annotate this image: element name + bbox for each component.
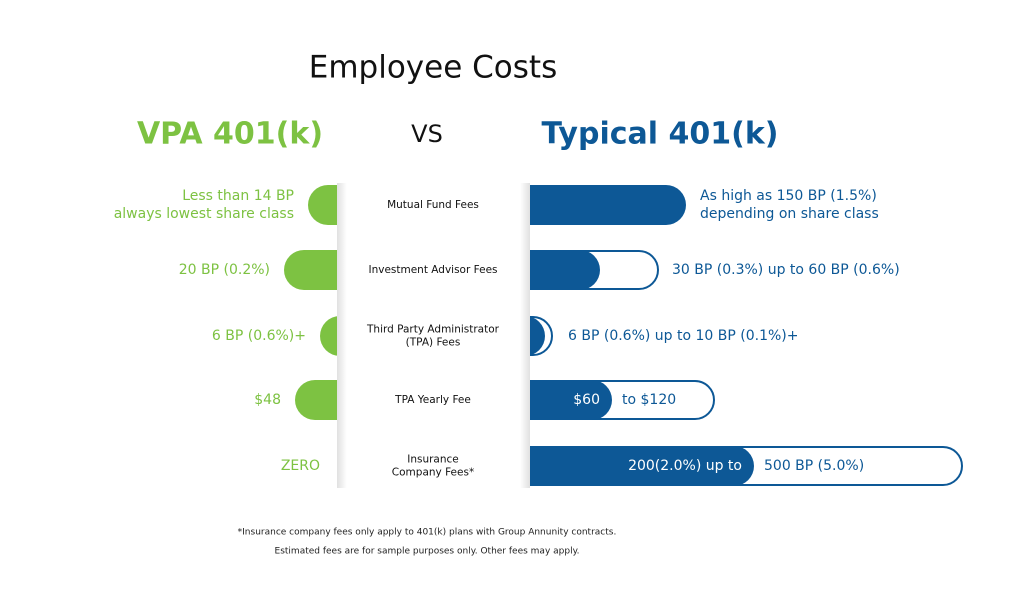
typical-text: 6 BP (0.6%) up to 10 BP (0.1%)+ [568, 328, 799, 344]
vpa-text: 20 BP (0.2%) [179, 262, 270, 278]
labels: Mutual Fund Fees Less than 14 BP always lo… [114, 188, 900, 479]
center-strip [337, 183, 530, 488]
title: Employee Costs [309, 50, 557, 86]
row-label: Investment Advisor Fees [368, 264, 497, 276]
typical-inner: $60 [573, 392, 600, 408]
vs: VS [411, 120, 443, 148]
typical-text: As high as 150 BP (1.5%) [700, 188, 877, 204]
typical-bar [505, 185, 686, 225]
row-label: Company Fees* [392, 467, 474, 479]
strip-shadow [520, 183, 530, 488]
left-heading: VPA 401(k) [137, 117, 323, 152]
footnote: *Insurance company fees only apply to 40… [238, 528, 617, 538]
typical-text: depending on share class [700, 206, 879, 222]
vpa-text: 6 BP (0.6%)+ [212, 328, 306, 344]
typical-text: 30 BP (0.3%) up to 60 BP (0.6%) [672, 262, 900, 278]
typical-text: 500 BP (5.0%) [764, 458, 864, 474]
row-label: Mutual Fund Fees [387, 199, 479, 211]
footnote: Estimated fees are for sample purposes o… [275, 547, 580, 557]
row-label: TPA Yearly Fee [394, 394, 471, 406]
typical-text: to $120 [622, 392, 676, 408]
row-label: Insurance [407, 454, 459, 466]
vpa-text: Less than 14 BP [182, 188, 294, 204]
typical-bar [505, 380, 612, 420]
row-label: (TPA) Fees [406, 337, 461, 349]
vpa-text: $48 [254, 392, 281, 408]
typical-bar [505, 446, 754, 486]
vpa-text: always lowest share class [114, 206, 294, 222]
strip-shadow [337, 183, 347, 488]
typical-inner: 200(2.0%) up to [628, 458, 742, 474]
vpa-text: ZERO [281, 458, 320, 474]
right-heading: Typical 401(k) [542, 117, 779, 152]
row-label: Third Party Administrator [366, 324, 500, 336]
